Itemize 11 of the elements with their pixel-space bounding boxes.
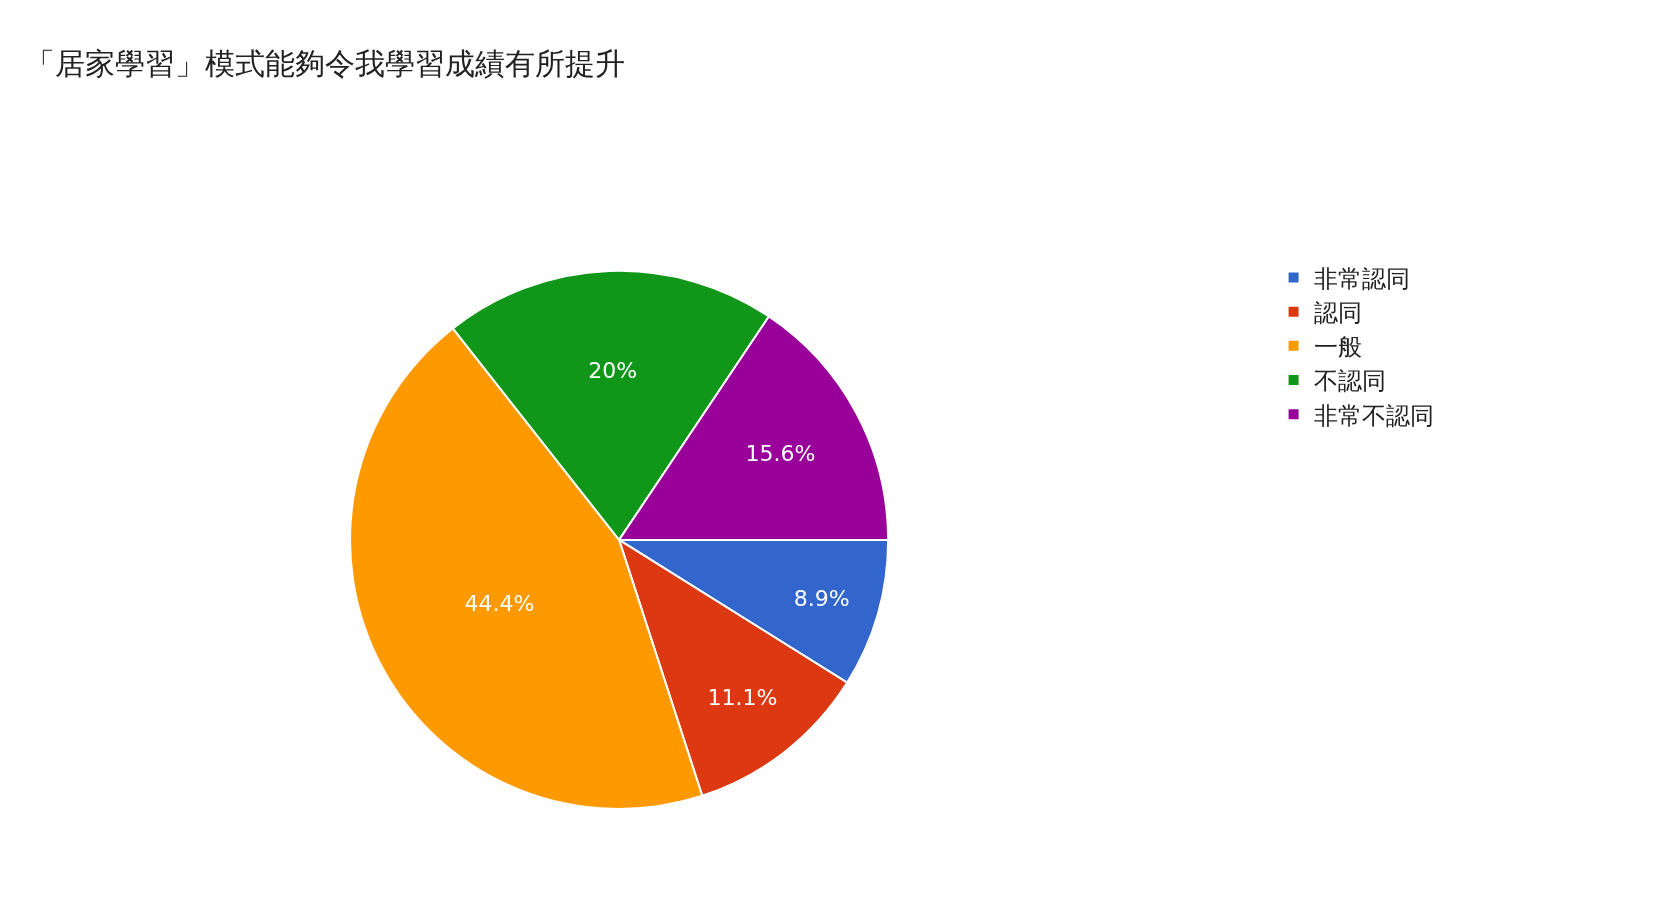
data-label: 44.4% — [464, 591, 535, 617]
data-label: 20% — [588, 358, 638, 384]
legend-label: 一般 — [1313, 333, 1362, 362]
chart-title: 「居家學習」模式能夠令我學習成績有所提升 — [24, 46, 625, 82]
legend-label: 不認同 — [1313, 367, 1386, 396]
legend-label: 認同 — [1313, 299, 1362, 328]
legend-label: 非常不認同 — [1313, 401, 1434, 430]
data-label: 15.6% — [745, 441, 816, 467]
data-label: 8.9% — [793, 585, 850, 611]
data-label: 11.1% — [707, 685, 778, 711]
legend-label: 非常認同 — [1313, 264, 1410, 293]
